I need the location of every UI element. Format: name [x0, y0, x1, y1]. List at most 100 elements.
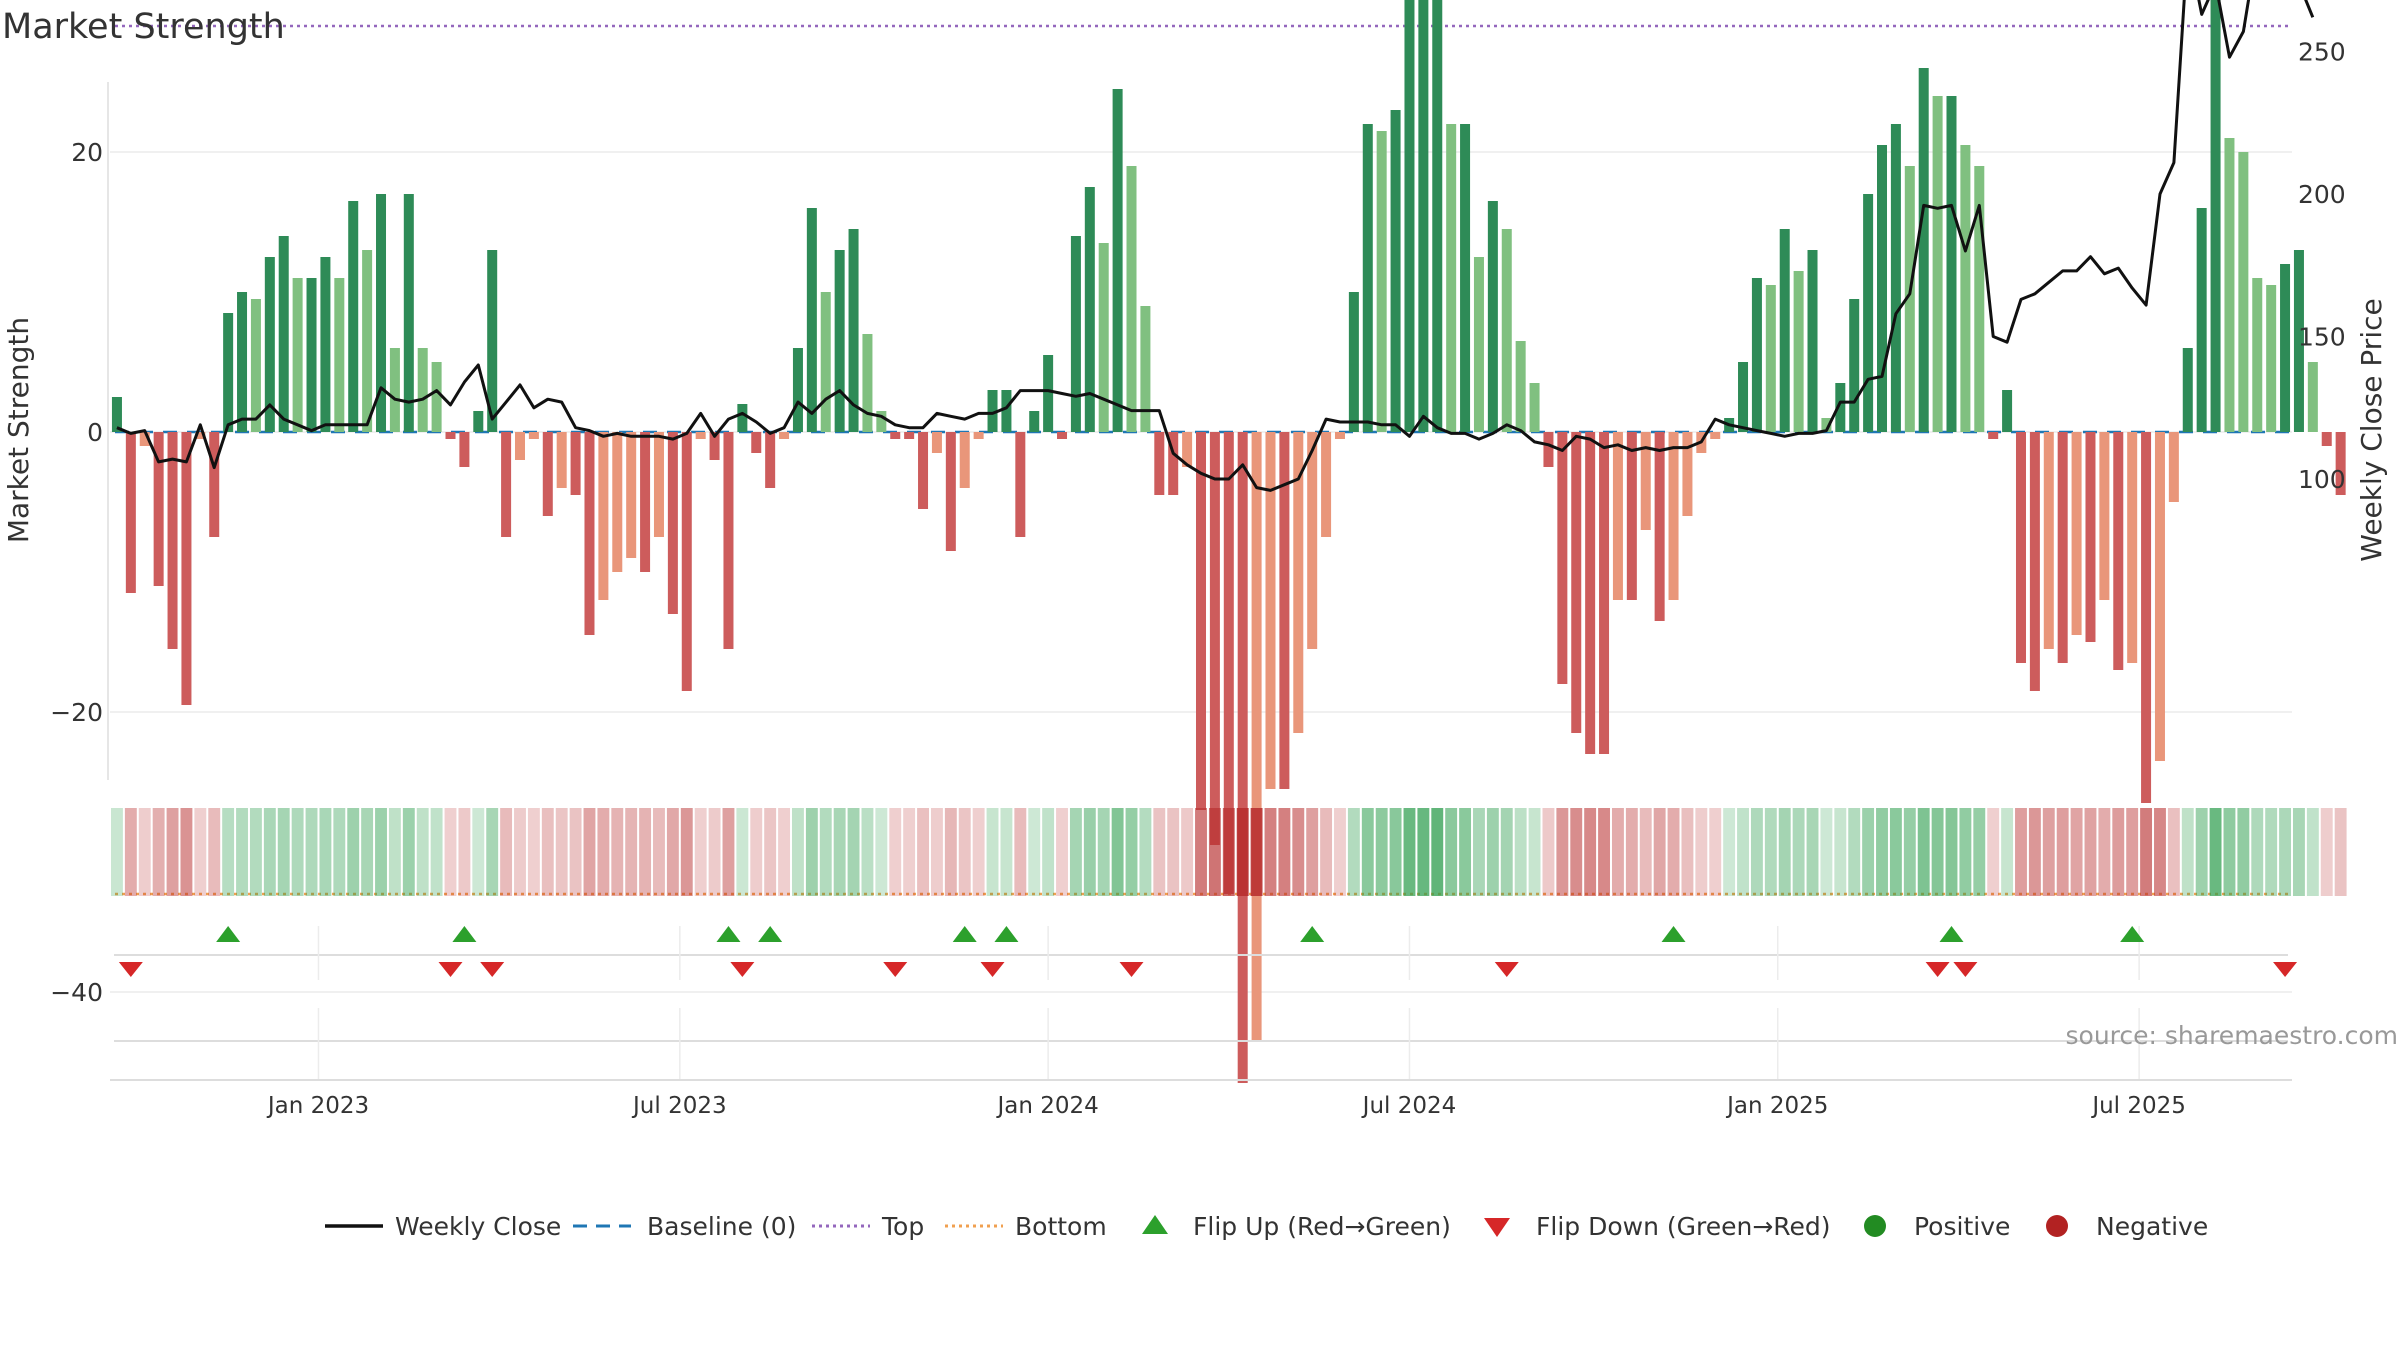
legend-flip-up-icon	[1142, 1215, 1168, 1234]
strength-bar	[2057, 432, 2068, 663]
heat-cell	[416, 808, 429, 896]
heat-cell	[2042, 808, 2055, 896]
heat-cell	[333, 808, 346, 896]
x-tick-label: Jan 2024	[995, 1093, 1098, 1119]
flip-up-marker	[1939, 926, 1964, 942]
strength-bar	[1168, 432, 1179, 495]
weekly-close-line	[116, 0, 2315, 492]
heat-cell	[944, 808, 957, 896]
heat-cell	[653, 808, 665, 896]
heat-cell	[764, 808, 777, 896]
heat-cell	[1375, 808, 1388, 896]
strength-bar	[2141, 432, 2152, 803]
heat-cell	[2181, 808, 2194, 896]
y-tick-label: 20	[71, 138, 103, 167]
strength-bar	[250, 299, 261, 432]
heat-cell	[124, 808, 137, 896]
strength-bar	[1960, 145, 1971, 432]
heat-cell	[1987, 808, 2000, 896]
heat-cell	[2001, 808, 2014, 896]
heat-cell	[2223, 808, 2236, 896]
heat-cell	[361, 808, 374, 896]
legend-label: Flip Up (Red→Green)	[1193, 1212, 1451, 1241]
strength-bar	[195, 432, 206, 439]
strength-bar	[1293, 432, 1304, 733]
strength-bar	[237, 292, 248, 432]
strength-bar	[1710, 432, 1721, 439]
heat-cell	[1889, 808, 1902, 896]
heat-cell	[861, 808, 874, 896]
heat-cell	[1250, 808, 1263, 896]
strength-bar	[1237, 432, 1248, 1083]
heat-cell	[1222, 808, 1235, 896]
strength-bar	[1001, 390, 1012, 432]
strength-bar	[653, 432, 664, 537]
strength-bar	[737, 404, 748, 432]
strength-bar	[1807, 250, 1818, 432]
legend-label: Negative	[2096, 1212, 2208, 1241]
heat-cell	[305, 808, 318, 896]
heat-cell	[1556, 808, 1569, 896]
strength-bar	[876, 411, 887, 432]
strength-bar	[2266, 285, 2277, 432]
flip-down-marker	[883, 962, 908, 977]
heat-cell	[138, 808, 151, 896]
heat-cell	[833, 808, 846, 896]
strength-bar	[2071, 432, 2082, 635]
strength-bar	[2154, 432, 2165, 761]
strength-bar	[181, 432, 192, 705]
y2-tick-label: 100	[2298, 465, 2346, 494]
legend-label: Baseline (0)	[647, 1212, 796, 1241]
heat-cell	[1167, 808, 1180, 896]
strength-bar	[2280, 264, 2291, 432]
strength-bar	[223, 313, 234, 432]
strength-bar	[918, 432, 929, 509]
heat-cell	[847, 808, 860, 896]
heat-cell	[2334, 808, 2347, 896]
heat-cell	[680, 808, 693, 896]
strength-bar	[1098, 243, 1109, 432]
strength-bar	[1793, 271, 1804, 432]
heat-cell	[1278, 808, 1291, 896]
strength-bar	[1390, 110, 1401, 432]
heat-cell	[639, 808, 652, 896]
heat-cell	[180, 808, 193, 896]
strength-bar	[2224, 138, 2235, 432]
strength-bar	[987, 390, 998, 432]
heat-cell	[2084, 808, 2097, 896]
flip-down-marker	[118, 962, 143, 977]
heat-cell	[1195, 808, 1207, 896]
strength-bar	[1668, 432, 1679, 600]
strength-bar	[1571, 432, 1582, 733]
flip-up-marker	[216, 926, 241, 942]
flip-down-marker	[2273, 962, 2298, 977]
strength-bar	[306, 278, 317, 432]
heat-cell	[1737, 808, 1749, 896]
strength-bar	[1251, 432, 1262, 1041]
strength-bar	[792, 348, 803, 432]
strength-bar	[751, 432, 762, 453]
strength-bar	[1904, 166, 1915, 432]
strength-bar	[2252, 278, 2263, 432]
heat-cell	[986, 808, 999, 896]
strength-bar	[167, 432, 178, 649]
strength-bars	[111, 0, 2346, 1083]
strength-bar	[1362, 124, 1373, 432]
heat-cell	[291, 808, 304, 896]
heat-cell	[1334, 808, 1346, 896]
heat-cell	[1667, 808, 1680, 896]
heat-cell	[1528, 808, 1541, 896]
heat-cell	[1959, 808, 1972, 896]
strength-bar	[1446, 124, 1457, 432]
strength-bar	[1612, 432, 1623, 600]
strength-bar	[376, 194, 387, 432]
heat-cell	[903, 808, 916, 896]
flip-down-marker	[730, 962, 755, 977]
heat-cell	[319, 808, 332, 896]
strength-bar	[2307, 362, 2318, 432]
strength-bar	[1209, 432, 1220, 845]
heat-cell	[347, 808, 360, 896]
heat-cell	[2279, 808, 2291, 896]
